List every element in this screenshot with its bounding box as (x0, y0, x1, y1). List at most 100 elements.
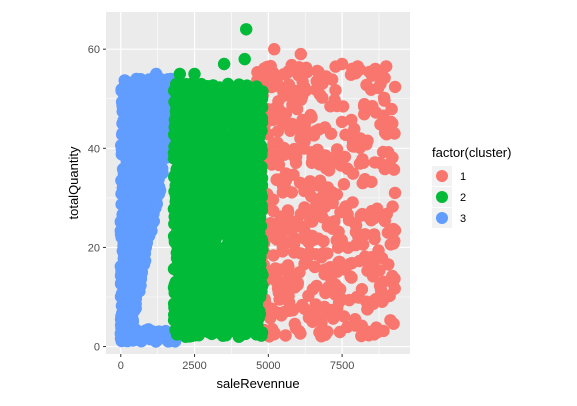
point-cluster-2 (233, 117, 246, 131)
point-cluster-1 (335, 57, 349, 71)
point-cluster-2 (175, 254, 189, 267)
point-cluster-1 (305, 111, 318, 124)
legend-keys: 1 2 3 (432, 166, 466, 228)
point-cluster-2 (173, 67, 186, 81)
point-cluster-1 (296, 75, 309, 88)
point-cluster-2 (208, 249, 221, 262)
point-cluster-1 (378, 94, 391, 107)
point-cluster-2 (232, 330, 245, 343)
point-cluster-1 (280, 279, 293, 292)
point-cluster-1 (318, 300, 331, 314)
point-cluster-3 (137, 100, 150, 114)
x-axis-ticks (120, 354, 343, 357)
point-cluster-2 (169, 169, 182, 182)
point-cluster-3 (134, 273, 147, 286)
point-cluster-1 (358, 173, 372, 186)
point-cluster-2 (213, 120, 226, 133)
point-cluster-1 (298, 225, 311, 238)
point-cluster-2 (220, 241, 233, 254)
point-cluster-2 (215, 216, 228, 230)
point-cluster-1 (321, 181, 334, 194)
point-cluster-3 (123, 303, 136, 317)
point-cluster-1 (374, 118, 387, 131)
point-cluster-2 (170, 91, 183, 105)
point-cluster-1 (341, 208, 354, 221)
point-cluster-1 (322, 216, 335, 229)
point-cluster-1 (367, 212, 381, 225)
point-cluster-1 (358, 98, 371, 111)
point-cluster-1 (312, 123, 326, 136)
point-cluster-2 (243, 112, 256, 126)
point-cluster-1 (272, 158, 286, 172)
point-cluster-1 (370, 321, 383, 334)
point-cluster-1 (361, 134, 374, 147)
point-cluster-2 (191, 311, 204, 324)
point-cluster-1 (281, 259, 295, 272)
point-cluster-2 (213, 259, 227, 272)
point-cluster-2 (222, 82, 236, 96)
legend-label-3: 3 (460, 213, 466, 225)
point-cluster-2 (217, 57, 231, 71)
point-cluster-1 (319, 286, 332, 300)
point-cluster-1 (325, 73, 339, 86)
point-cluster-1 (288, 231, 301, 245)
point-cluster-1 (321, 325, 334, 338)
point-cluster-2 (170, 77, 183, 91)
point-cluster-1 (265, 302, 278, 315)
point-cluster-3 (124, 207, 138, 221)
point-cluster-3 (118, 247, 131, 261)
point-cluster-1 (277, 115, 290, 129)
point-cluster-2 (251, 83, 264, 96)
point-cluster-1 (362, 300, 375, 314)
point-cluster-1 (294, 84, 307, 98)
point-cluster-1 (348, 131, 361, 144)
point-cluster-3 (136, 137, 149, 150)
point-cluster-3 (132, 330, 145, 343)
y-tick-label: 20 (88, 242, 100, 254)
point-cluster-2 (168, 113, 182, 127)
point-cluster-1 (306, 283, 320, 296)
point-cluster-3 (127, 145, 140, 158)
point-cluster-2 (219, 318, 232, 332)
point-cluster-1 (337, 310, 351, 323)
point-cluster-1 (316, 91, 329, 104)
y-axis-title: totalQuantity (66, 146, 81, 219)
point-cluster-2 (173, 143, 186, 156)
point-cluster-1 (281, 66, 294, 79)
point-cluster-1 (385, 102, 398, 116)
point-cluster-1 (329, 84, 342, 97)
point-cluster-1 (332, 281, 345, 295)
x-tick-label: 7500 (330, 360, 354, 372)
point-cluster-2 (235, 93, 248, 106)
point-cluster-1 (267, 102, 280, 116)
x-tick-label: 0 (118, 360, 124, 372)
point-cluster-2 (229, 235, 242, 248)
point-cluster-2 (225, 211, 238, 224)
point-cluster-1 (386, 151, 399, 164)
point-cluster-1 (287, 168, 300, 181)
point-cluster-1 (344, 270, 357, 283)
point-cluster-3 (127, 234, 141, 247)
point-cluster-2 (188, 67, 201, 81)
point-cluster-2 (236, 273, 249, 286)
point-cluster-2 (235, 317, 249, 331)
point-cluster-1 (330, 234, 343, 247)
point-cluster-2 (178, 183, 191, 196)
point-cluster-2 (167, 262, 181, 276)
point-cluster-2 (236, 212, 250, 225)
point-cluster-2 (198, 124, 211, 137)
point-cluster-3 (140, 154, 153, 168)
point-cluster-2 (175, 293, 188, 306)
point-cluster-1 (267, 66, 280, 79)
point-cluster-1 (287, 246, 301, 259)
point-cluster-2 (194, 245, 208, 258)
point-cluster-1 (327, 264, 340, 277)
point-cluster-3 (130, 84, 143, 98)
point-cluster-2 (238, 52, 251, 66)
point-cluster-2 (250, 320, 263, 333)
point-cluster-1 (275, 309, 288, 322)
point-cluster-3 (150, 67, 163, 81)
point-cluster-1 (303, 175, 317, 188)
point-cluster-1 (281, 204, 295, 217)
point-cluster-2 (171, 281, 184, 295)
